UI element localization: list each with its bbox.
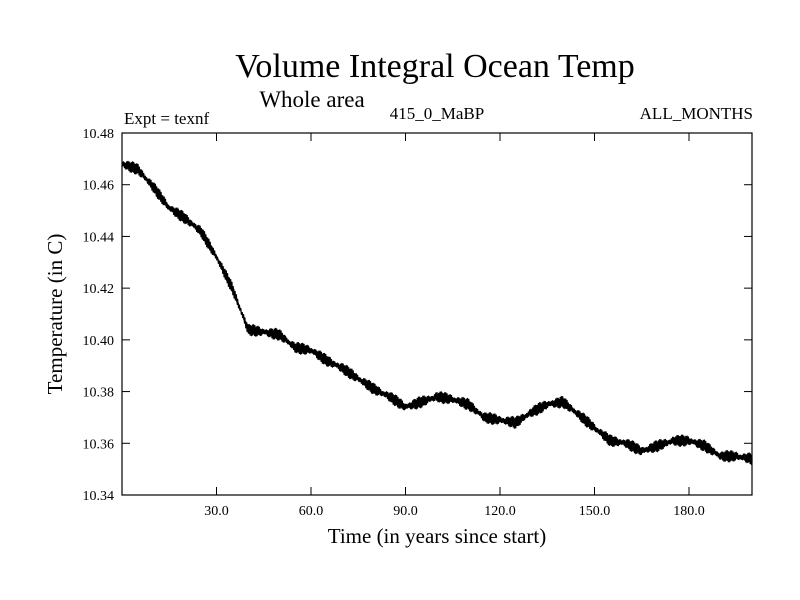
months-label: ALL_MONTHS <box>640 104 753 123</box>
x-tick-label: 60.0 <box>299 504 324 519</box>
x-axis: 30.0 60.0 90.0 120.0 150.0 180.0 <box>204 133 705 519</box>
y-tick-label: 10.34 <box>83 489 115 504</box>
y-axis: 10.34 10.36 10.38 10.40 10.42 10.44 10.46 10.48 <box>83 127 752 504</box>
series-line <box>121 160 753 465</box>
y-axis-label: Temperature (in C) <box>43 234 67 395</box>
run-label: 415_0_MaBP <box>390 104 484 123</box>
y-tick-label: 10.38 <box>83 386 115 401</box>
x-tick-label: 90.0 <box>393 504 418 519</box>
chart-title: Volume Integral Ocean Temp <box>235 48 635 85</box>
x-tick-label: 30.0 <box>204 504 229 519</box>
y-tick-label: 10.40 <box>83 334 115 349</box>
y-tick-label: 10.36 <box>83 437 115 452</box>
x-tick-label: 150.0 <box>579 504 611 519</box>
plot-frame <box>121 132 753 496</box>
y-tick-label: 10.48 <box>83 127 115 142</box>
x-tick-label: 180.0 <box>673 504 705 519</box>
experiment-label: Expt = texnf <box>124 109 209 128</box>
y-tick-label: 10.44 <box>83 230 115 245</box>
chart-subtitle: Whole area <box>259 87 364 112</box>
x-axis-label: Time (in years since start) <box>328 524 547 548</box>
y-tick-label: 10.42 <box>83 282 115 297</box>
x-tick-label: 120.0 <box>484 504 516 519</box>
series-layer <box>121 160 753 465</box>
y-tick-label: 10.46 <box>83 179 115 194</box>
